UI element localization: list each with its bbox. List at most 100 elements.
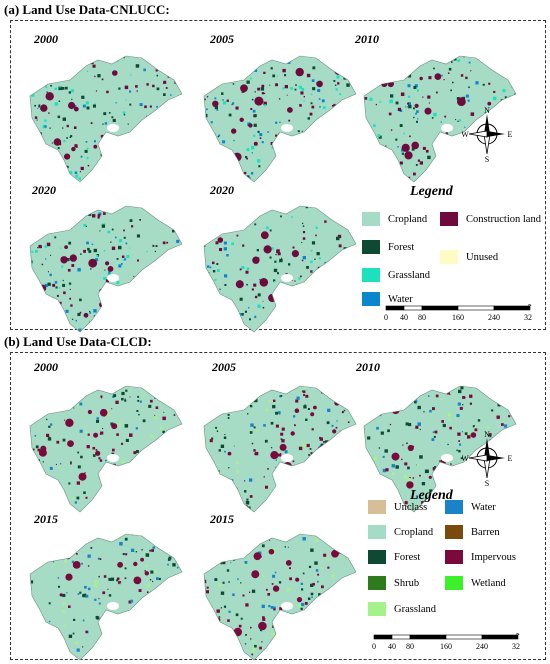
legend-swatch [445, 576, 463, 590]
scale-tick-label: 160 [440, 642, 452, 651]
scale-segment [373, 634, 393, 640]
year-label: 2020 [210, 183, 234, 197]
scale-segment [391, 634, 411, 640]
legend-item: Unused [440, 250, 498, 264]
scale-unit: km [516, 633, 520, 637]
land-use-map [203, 385, 357, 513]
legend-swatch [368, 500, 386, 514]
legend-label: Barren [471, 526, 500, 538]
land-use-map [29, 55, 183, 183]
land-use-map [29, 533, 183, 661]
scale-segment [481, 634, 519, 640]
legend-label: Wetland [471, 577, 506, 589]
scale-segment [457, 305, 495, 311]
compass-w: W [462, 130, 469, 139]
scale-tick-label: 40 [388, 642, 396, 651]
legend-label: Water [471, 501, 496, 513]
legend-swatch [368, 602, 386, 616]
year-label: 2015 [210, 512, 234, 526]
legend-item: Wetland [445, 576, 506, 590]
legend-label: Unused [466, 251, 499, 263]
legend-label: Grassland [394, 603, 436, 615]
legend-swatch [368, 576, 386, 590]
legend-swatch [445, 550, 463, 564]
legend-item: Water [362, 292, 413, 306]
legend-swatch [445, 525, 463, 539]
scale-segment [403, 305, 423, 311]
year-label: 2000 [34, 360, 58, 374]
land-use-map [29, 385, 183, 513]
scale-tick-label: 240 [476, 642, 488, 651]
legend-item: Construction land [440, 212, 541, 226]
legend-item: Barren [445, 525, 500, 539]
legend-swatch [368, 550, 386, 564]
legend-swatch [445, 500, 463, 514]
year-label: 2005 [210, 32, 234, 46]
scale-tick-label: 0 [384, 313, 388, 322]
scale-tick-label: 320 [512, 642, 520, 651]
scale-tick-label: 40 [400, 313, 408, 322]
legend-item: Unclass [368, 500, 427, 514]
legend-label: Water [388, 293, 413, 305]
land-use-map [363, 385, 517, 513]
legend-label: Construction land [466, 213, 541, 225]
land-use-map [203, 55, 357, 183]
legend-item: Forest [362, 240, 414, 254]
legend-item: Grassland [362, 268, 430, 282]
year-label: 2020 [32, 183, 56, 197]
legend-label: Shrub [394, 577, 420, 589]
scale-segment [409, 634, 447, 640]
scale-segment [445, 634, 483, 640]
legend-label: Grassland [388, 269, 430, 281]
scale-segment [385, 305, 405, 311]
legend-swatch [362, 292, 380, 306]
scale-tick-label: 0 [372, 642, 376, 651]
legend-title: Legend [410, 488, 453, 503]
north-arrow-icon: N S E W [462, 430, 512, 486]
legend-swatch [362, 212, 380, 226]
legend-label: Cropland [394, 526, 434, 538]
legend-title: Legend [410, 184, 453, 199]
scale-tick-label: 160 [452, 313, 464, 322]
panel-b [10, 352, 546, 660]
legend-swatch [362, 268, 380, 282]
year-label: 2010 [356, 360, 380, 374]
year-label: 2000 [34, 32, 58, 46]
panel-a-title: (a) Land Use Data-CNLUCC: [4, 2, 170, 17]
compass-n: N [484, 106, 490, 115]
compass-s: S [485, 479, 489, 486]
legend-swatch [362, 240, 380, 254]
scale-tick-label: 240 [488, 313, 500, 322]
legend-item: Shrub [368, 576, 419, 590]
legend-item: Impervous [445, 550, 516, 564]
compass-e: E [508, 130, 512, 139]
compass-n: N [484, 430, 490, 439]
compass-e: E [508, 454, 512, 463]
legend-label: Cropland [388, 213, 428, 225]
scale-bar: 0 40 80 160 240 320 km [384, 304, 532, 322]
scale-tick-label: 80 [406, 642, 414, 651]
land-use-map [363, 55, 517, 183]
legend-item: Cropland [362, 212, 427, 226]
year-label: 2015 [34, 512, 58, 526]
legend-label: Unclass [394, 501, 428, 513]
scale-tick-label: 80 [418, 313, 426, 322]
panel-b-title: (b) Land Use Data-CLCD: [4, 334, 152, 349]
legend-swatch [440, 212, 458, 226]
scale-tick-label: 320 [524, 313, 532, 322]
land-use-map [29, 205, 183, 333]
scale-segment [493, 305, 531, 311]
legend-swatch [368, 525, 386, 539]
legend-item: Grassland [368, 602, 436, 616]
legend-swatch [440, 250, 458, 264]
legend-label: Forest [394, 551, 421, 563]
legend-item: Forest [368, 550, 420, 564]
legend-label: Impervous [471, 551, 516, 563]
year-label: 2010 [355, 32, 379, 46]
compass-s: S [485, 155, 489, 162]
compass-w: W [462, 454, 469, 463]
scale-unit: km [528, 304, 532, 308]
panel-a [10, 20, 546, 330]
legend-item: Water [445, 500, 496, 514]
land-use-map [203, 205, 357, 333]
